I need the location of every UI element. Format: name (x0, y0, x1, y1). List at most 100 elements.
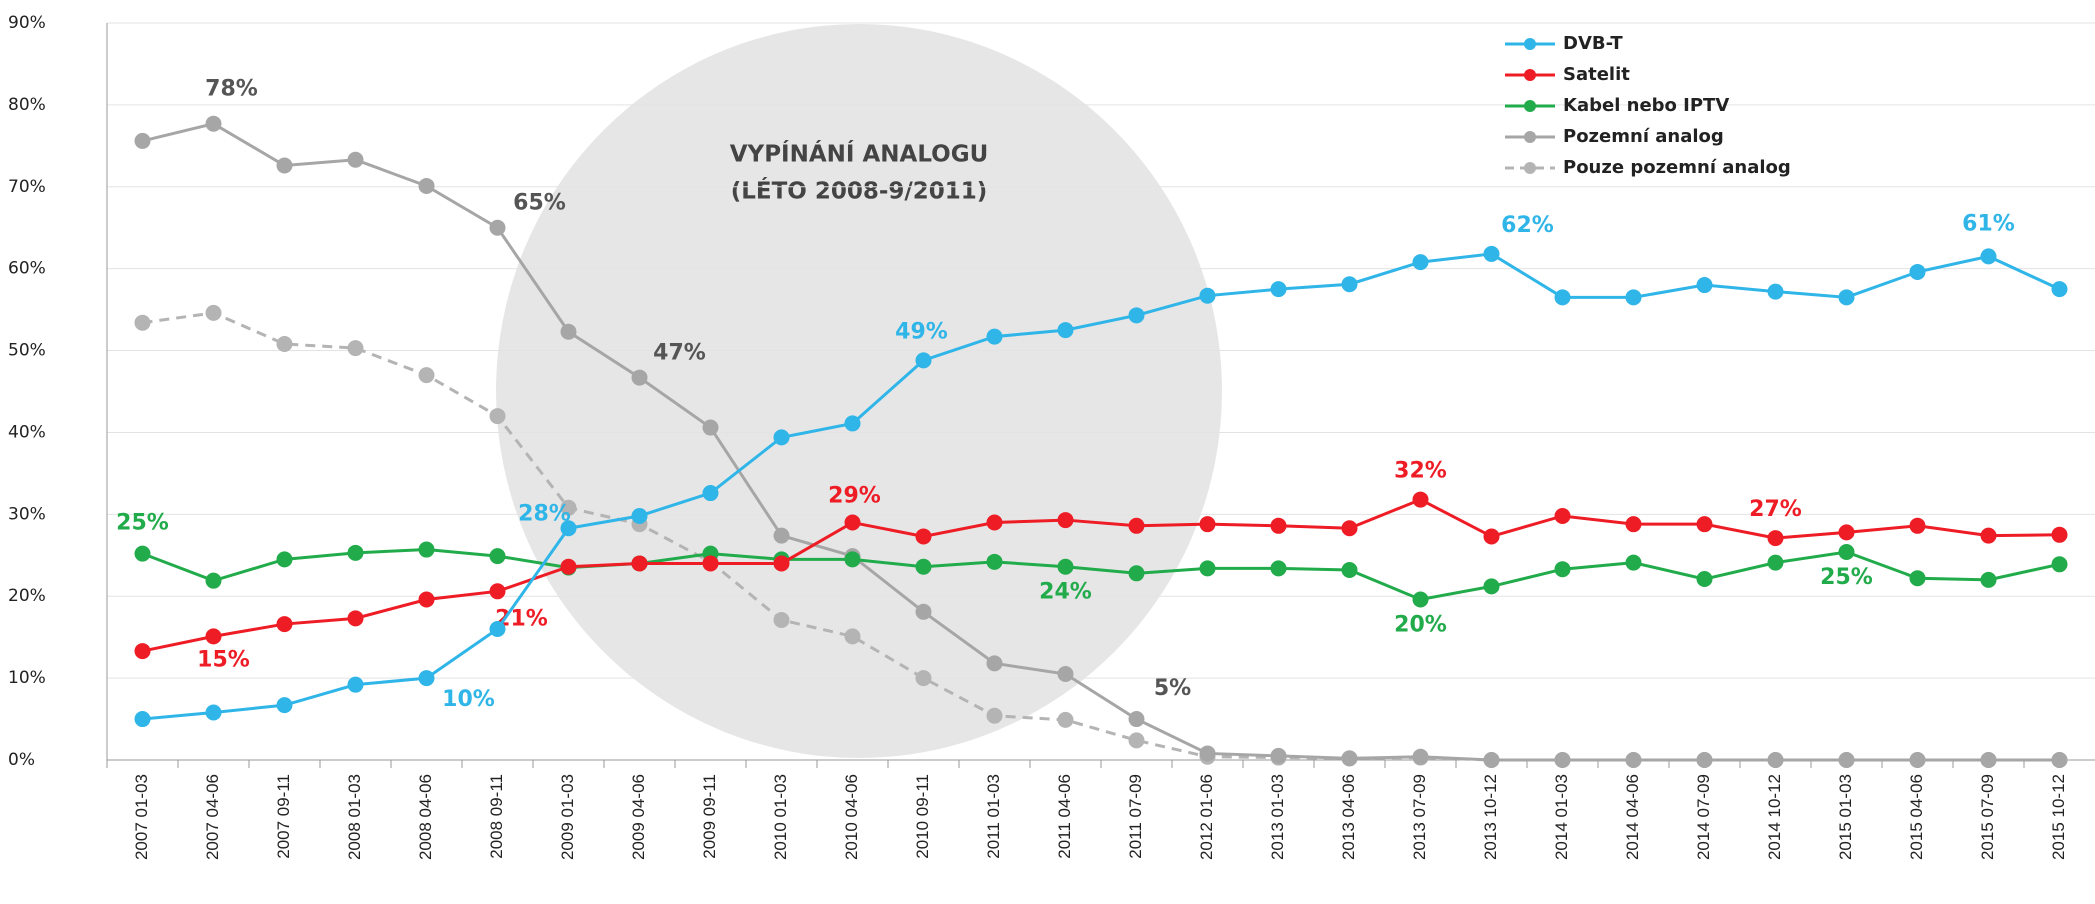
point (1128, 517, 1145, 534)
x-tick-label: 2008 09-11 (487, 774, 506, 859)
point (1980, 248, 1997, 265)
point (1767, 283, 1784, 300)
point (702, 485, 719, 502)
point (1270, 747, 1287, 764)
point (276, 616, 293, 633)
point (1199, 560, 1216, 577)
point (1057, 711, 1074, 728)
point (1838, 524, 1855, 541)
x-tick-label: 2010 04-06 (842, 774, 861, 860)
point (489, 548, 506, 565)
data-label: 20% (1394, 612, 1447, 637)
x-tick-label: 2009 01-03 (558, 774, 577, 860)
point (1341, 750, 1358, 767)
x-tick-label: 2014 01-03 (1552, 774, 1571, 860)
x-tick-label: 2015 04-06 (1907, 774, 1926, 860)
point (1909, 517, 1926, 534)
x-tick-label: 2011 04-06 (1055, 774, 1074, 859)
point (134, 545, 151, 562)
point (1483, 245, 1500, 262)
y-tick-label: 40% (8, 422, 46, 442)
point (1412, 748, 1429, 765)
y-tick-label: 90% (8, 13, 46, 33)
x-tick-label: 2007 04-06 (203, 774, 222, 860)
legend-label: DVB-T (1563, 33, 1623, 54)
data-label: 27% (1749, 497, 1802, 522)
data-label: 47% (653, 341, 706, 366)
point (1483, 578, 1500, 595)
point (1199, 745, 1216, 762)
data-label: 65% (513, 191, 566, 216)
point (1980, 571, 1997, 588)
point (986, 328, 1003, 345)
data-label: 10% (442, 687, 495, 712)
point (418, 591, 435, 608)
point (1625, 752, 1642, 768)
legend-marker (1524, 131, 1536, 143)
point (347, 151, 364, 168)
y-tick-label: 50% (8, 341, 46, 361)
x-tick-label: 2015 10-12 (2049, 774, 2068, 860)
x-tick-label: 2008 04-06 (416, 774, 435, 860)
point (1554, 289, 1571, 306)
data-label: 24% (1039, 580, 1092, 605)
x-tick-label: 2011 01-03 (984, 774, 1003, 859)
x-tick-label: 2014 10-12 (1765, 774, 1784, 860)
point (1980, 752, 1997, 768)
x-tick-label: 2008 01-03 (345, 774, 364, 860)
x-tick-label: 2011 07-09 (1126, 774, 1145, 859)
series-line (141, 548, 2060, 602)
point (205, 572, 222, 589)
series-line (142, 252, 2061, 721)
point (1057, 558, 1074, 575)
point (560, 558, 577, 575)
data-label: 61% (1962, 211, 2015, 236)
point (986, 655, 1003, 672)
point (1696, 516, 1713, 533)
point (986, 707, 1003, 724)
x-tick-label: 2015 01-03 (1836, 774, 1855, 860)
point (1128, 565, 1145, 582)
point (2051, 752, 2068, 768)
point (347, 610, 364, 627)
point (1767, 554, 1784, 571)
legend-label: Kabel nebo IPTV (1563, 95, 1729, 116)
legend-marker (1524, 162, 1536, 174)
legend-marker (1524, 38, 1536, 50)
data-label: 25% (116, 511, 169, 536)
x-tick-label: 2014 07-09 (1694, 774, 1713, 860)
legend-marker (1524, 100, 1536, 112)
point (1696, 277, 1713, 294)
point (276, 157, 293, 174)
point (915, 558, 932, 575)
point (844, 415, 861, 432)
point (1625, 554, 1642, 571)
point (347, 544, 364, 561)
x-tick-label: 2007 01-03 (132, 774, 151, 860)
y-tick-label: 10% (8, 668, 46, 688)
point (1270, 560, 1287, 577)
point (986, 514, 1003, 531)
point (844, 514, 861, 531)
point (1483, 528, 1500, 545)
point (915, 603, 932, 620)
y-tick-label: 70% (8, 177, 46, 197)
point (489, 583, 506, 600)
point (844, 551, 861, 568)
legend-label: Pozemní analog (1563, 126, 1724, 147)
y-tick-label: 30% (8, 504, 46, 524)
data-label: 32% (1394, 459, 1447, 484)
x-tick-label: 2013 07-09 (1410, 774, 1429, 860)
point (2051, 281, 2068, 298)
data-label: 62% (1501, 213, 1554, 238)
x-tick-label: 2009 04-06 (629, 774, 648, 860)
point (276, 697, 293, 714)
point (134, 132, 151, 149)
point (702, 555, 719, 572)
point (1838, 544, 1855, 561)
data-label: 29% (828, 484, 881, 509)
point (489, 219, 506, 236)
analog-shutdown-area (496, 24, 1222, 758)
point (347, 340, 364, 357)
